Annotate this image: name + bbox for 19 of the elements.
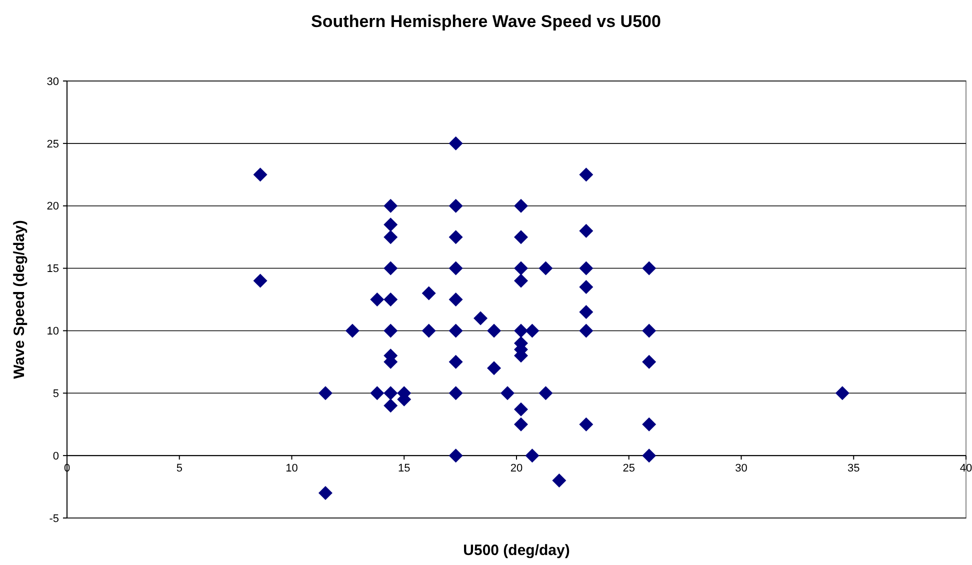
y-tick-label: 15 <box>46 263 59 276</box>
x-tick-label: 20 <box>510 462 523 475</box>
x-tick-label: 5 <box>176 462 182 475</box>
x-tick-label: 40 <box>960 462 972 475</box>
y-axis-title: Wave Speed (deg/day) <box>11 220 28 379</box>
y-tick-label: 25 <box>46 138 59 150</box>
y-tick-label: 10 <box>46 326 59 338</box>
x-tick-label: 10 <box>286 462 298 475</box>
y-tick-label: 0 <box>52 450 59 462</box>
x-tick-label: 15 <box>398 462 410 475</box>
x-tick-label: 25 <box>622 462 635 475</box>
x-axis-title: U500 (deg/day) <box>463 542 570 559</box>
x-tick-label: 35 <box>848 462 860 475</box>
x-tick-label: 30 <box>735 462 748 475</box>
y-tick-label: -5 <box>49 512 59 525</box>
chart-title: Southern Hemisphere Wave Speed vs U500 <box>311 12 661 31</box>
y-tick-label: 20 <box>46 200 59 213</box>
y-tick-label: 5 <box>52 388 59 400</box>
y-tick-label: 30 <box>46 76 59 88</box>
